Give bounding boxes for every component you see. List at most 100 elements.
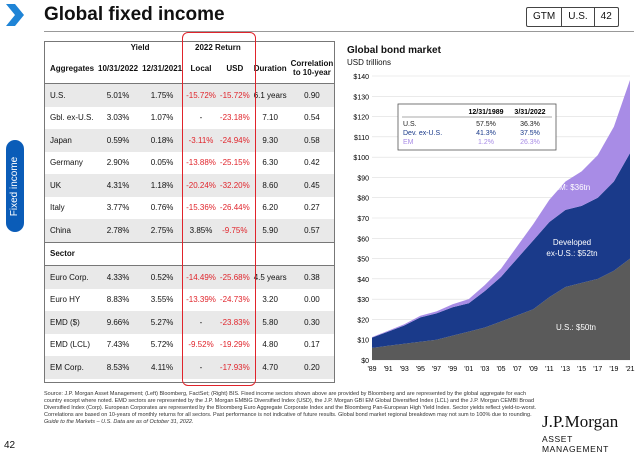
cell-corr: 0.58 — [288, 129, 336, 152]
cell-dur: 6.30 — [262, 158, 278, 168]
table-row: U.S. 5.01% 1.75% -15.72% -15.72% 6.1 years 0.9… — [44, 83, 336, 107]
section-tab-fixed-income[interactable]: Fixed income — [6, 140, 24, 232]
cell-usd: -25.15% — [219, 158, 250, 168]
cell-name: EMD ($) — [44, 311, 97, 334]
legend-col2: 3/31/2022 — [514, 109, 545, 116]
cell-name: U.S. — [44, 83, 97, 107]
cell-usd: -23.83% — [217, 311, 252, 334]
y-tick-label: $40 — [357, 277, 369, 284]
cell-y2: 1.18% — [140, 174, 185, 197]
y-tick-label: $110 — [354, 135, 369, 142]
x-tick-label: '17 — [593, 366, 602, 373]
x-tick-label: '15 — [577, 366, 586, 373]
y-tick-label: $10 — [357, 338, 369, 345]
footnote: Source: J.P. Morgan Asset Management; (L… — [44, 391, 537, 425]
legend-row-v1: 1.2% — [478, 139, 494, 146]
x-tick-label: '11 — [545, 366, 554, 373]
cell-corr: 0.38 — [288, 265, 336, 289]
cell-y2: 0.05% — [150, 158, 174, 168]
cell-y2: 0.18% — [140, 129, 185, 152]
table-header-group: Yield 2022 Return — [44, 41, 335, 53]
cell-name: Germany — [50, 158, 83, 168]
col-duration: Duration — [253, 63, 287, 73]
cell-usd: -15.72% — [217, 83, 252, 107]
cell-y2: 4.11% — [140, 356, 185, 379]
cell-dur: 8.60 — [251, 174, 289, 197]
cell-local: -3.11% — [184, 129, 218, 152]
x-tick-label: '19 — [609, 366, 618, 373]
col-yield-1: 10/31/2022 — [98, 63, 139, 73]
cell-usd: -25.68% — [217, 265, 252, 289]
chevron-right-icon[interactable] — [4, 4, 24, 26]
cell-usd: -19.29% — [219, 340, 250, 350]
cell-dur: 5.80 — [251, 311, 289, 334]
cell-local: -15.72% — [184, 83, 218, 107]
x-tick-label: '95 — [416, 366, 425, 373]
cell-y1: 2.90% — [106, 158, 130, 168]
label-em: EM: $36tn — [554, 183, 590, 192]
cell-local: - — [184, 311, 218, 334]
sector-label: Sector — [50, 249, 75, 259]
page-title: Global fixed income — [44, 4, 225, 25]
cell-corr: 0.27 — [304, 203, 320, 213]
table-header: Aggregates 10/31/2022 12/31/2021 Local U… — [44, 53, 336, 84]
cell-local: 3.85% — [184, 219, 218, 242]
x-tick-label: '89 — [367, 366, 376, 373]
page-number: 42 — [600, 11, 612, 22]
region-label: U.S. — [562, 8, 595, 26]
cell-y2: 0.52% — [140, 265, 185, 289]
x-tick-label: '09 — [529, 366, 538, 373]
gtm-badge: GTM U.S. 42 — [526, 7, 619, 27]
return-header: 2022 Return — [195, 42, 241, 52]
x-tick-label: '97 — [432, 366, 441, 373]
cell-usd: -32.20% — [217, 174, 252, 197]
table-row: Japan 0.59% 0.18% -3.11% -24.94% 9.30 0.58 — [44, 129, 336, 152]
legend-row-name: EM — [403, 139, 414, 146]
cell-name: Euro Corp. — [44, 265, 97, 289]
cell-y1: 9.66% — [96, 311, 141, 334]
table-row: EMD (LCL) 7.43% 5.72% -9.52% -19.29% 4.80 0.17 — [44, 334, 335, 357]
chart-ylabel: USD trillions — [347, 58, 392, 67]
cell-corr: 0.17 — [304, 340, 320, 350]
cell-y1: 7.43% — [106, 340, 130, 350]
y-tick-label: $50 — [357, 257, 369, 264]
cell-name: EMD (LCL) — [50, 340, 91, 350]
y-tick-label: $80 — [357, 196, 369, 203]
cell-dur: 5.90 — [251, 219, 289, 242]
table-row: Euro Corp. 4.33% 0.52% -14.49% -25.68% 4.5 ye… — [44, 265, 336, 289]
legend-box — [397, 103, 557, 151]
left-sidebar: Fixed income 42 — [0, 0, 24, 456]
label-dev-2: ex-U.S.: $52tn — [546, 249, 597, 258]
cell-dur: 4.80 — [262, 340, 278, 350]
gtm-label: GTM — [527, 8, 563, 26]
cell-name: UK — [44, 174, 97, 197]
y-tick-label: $90 — [357, 175, 369, 182]
cell-corr: 0.90 — [288, 83, 336, 107]
cell-usd: -24.73% — [219, 295, 250, 305]
chart-title: Global bond market — [347, 45, 441, 56]
return-highlight-box — [182, 32, 256, 386]
cell-dur: 6.20 — [262, 203, 278, 213]
table-row: Italy 3.77% 0.76% -15.36% -26.44% 6.20 0.27 — [44, 197, 335, 220]
sector-row: Sector — [44, 242, 336, 266]
cell-y2: 1.07% — [150, 113, 174, 123]
cell-corr: 0.54 — [304, 113, 320, 123]
y-tick-label: $30 — [357, 297, 369, 304]
col-yield-2: 12/31/2021 — [142, 63, 183, 73]
cell-local: - — [199, 113, 203, 123]
legend-row-v1: 41.3% — [476, 130, 496, 137]
cell-dur: 6.1 years — [251, 83, 289, 107]
cell-y1: 3.77% — [106, 203, 130, 213]
cell-local: -15.36% — [186, 203, 216, 213]
col-local: Local — [190, 63, 212, 73]
cell-usd: -17.93% — [217, 356, 252, 379]
cell-name: Euro HY — [50, 295, 81, 305]
cell-dur: 7.10 — [262, 113, 278, 123]
y-tick-label: $100 — [353, 155, 369, 162]
cell-local: -20.24% — [184, 174, 218, 197]
cell-dur: 4.70 — [251, 356, 289, 379]
logo-subtitle: ASSET MANAGEMENT — [542, 434, 609, 454]
title-divider — [44, 31, 634, 32]
cell-y1: 4.33% — [96, 265, 141, 289]
x-tick-label: '07 — [513, 366, 522, 373]
